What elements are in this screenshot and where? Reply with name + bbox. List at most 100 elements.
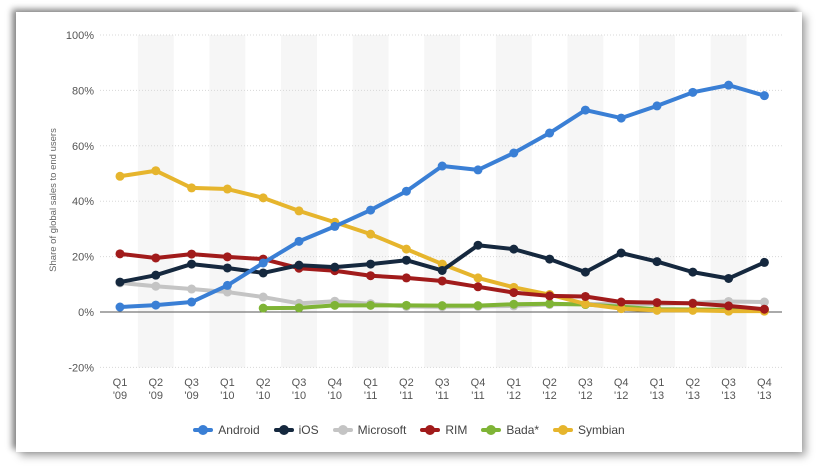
legend-item-microsoft[interactable]: Microsoft <box>332 423 406 437</box>
x-tick-label: Q3 <box>721 377 736 389</box>
data-point <box>366 259 376 269</box>
x-tick-label: '13 <box>721 390 735 402</box>
data-point <box>115 171 125 181</box>
legend-item-ios[interactable]: iOS <box>273 423 319 437</box>
data-point <box>366 229 376 239</box>
x-tick-label: '10 <box>256 390 270 402</box>
data-point <box>652 257 662 267</box>
x-tick-label: '10 <box>220 390 234 402</box>
data-point <box>616 248 626 258</box>
data-point <box>330 300 340 310</box>
legend-marker-icon <box>481 425 502 435</box>
data-point <box>688 305 698 315</box>
data-point <box>759 257 769 267</box>
x-tick-label: Q2 <box>148 377 163 389</box>
legend-marker-icon <box>193 425 214 435</box>
data-point <box>187 284 197 294</box>
x-tick-label: Q4 <box>757 377 772 389</box>
y-axis-label: Share of global sales to end users <box>48 128 59 272</box>
data-point <box>759 91 769 101</box>
legend-item-bada[interactable]: Bada* <box>481 423 539 437</box>
data-point <box>115 249 125 259</box>
data-point <box>330 262 340 272</box>
legend-label: RIM <box>445 423 468 437</box>
x-tick-label: '12 <box>578 390 592 402</box>
data-point <box>724 301 734 311</box>
x-tick-label: '13 <box>686 390 700 402</box>
x-tick-label: Q1 <box>650 377 665 389</box>
data-point <box>437 259 447 269</box>
legend-item-android[interactable]: Android <box>193 423 260 437</box>
x-tick-label: '10 <box>328 390 342 402</box>
x-tick-label: Q1 <box>363 377 378 389</box>
data-point <box>187 259 197 269</box>
x-tick-label: '11 <box>435 390 449 402</box>
legend-label: Bada* <box>506 423 540 437</box>
data-point <box>187 249 197 259</box>
x-tick-label: Q2 <box>256 377 271 389</box>
data-point <box>437 276 447 286</box>
data-point <box>616 304 626 314</box>
data-point <box>724 273 734 283</box>
data-point <box>616 113 626 123</box>
x-tick-label: '11 <box>364 390 378 402</box>
data-point <box>580 267 590 277</box>
x-tick-label: Q1 <box>220 377 235 389</box>
x-tick-label: Q2 <box>542 377 557 389</box>
data-point <box>652 305 662 315</box>
x-tick-label: Q3 <box>578 377 593 389</box>
data-point <box>509 244 519 254</box>
data-point <box>545 291 555 301</box>
data-point <box>688 87 698 97</box>
data-point <box>222 263 232 273</box>
data-point <box>580 105 590 115</box>
data-point <box>187 183 197 193</box>
y-tick-label: 60% <box>72 141 94 153</box>
legend-marker-icon <box>332 425 353 435</box>
data-point <box>401 244 411 254</box>
data-point <box>437 265 447 275</box>
data-point <box>473 273 483 283</box>
column-band <box>137 35 174 368</box>
data-point <box>187 297 197 307</box>
x-tick-label: '13 <box>757 390 771 402</box>
x-tick-label: Q3 <box>292 377 307 389</box>
x-tick-label: Q4 <box>614 377 629 389</box>
x-tick-label: Q4 <box>471 377 486 389</box>
data-point <box>222 252 232 262</box>
data-point <box>151 253 161 263</box>
data-point <box>580 291 590 301</box>
data-point <box>759 304 769 314</box>
x-tick-label: '10 <box>292 390 306 402</box>
x-tick-label: '09 <box>149 390 163 402</box>
x-tick-label: Q2 <box>399 377 414 389</box>
x-tick-label: '11 <box>400 390 414 402</box>
data-point <box>724 80 734 90</box>
legend-item-symbian[interactable]: Symbian <box>553 423 625 437</box>
x-tick-label: '09 <box>113 390 127 402</box>
data-point <box>366 271 376 281</box>
data-point <box>151 281 161 291</box>
legend-item-rim[interactable]: RIM <box>420 423 467 437</box>
x-tick-label: '13 <box>650 390 664 402</box>
x-tick-label: Q1 <box>506 377 521 389</box>
data-point <box>222 287 232 297</box>
column-band <box>639 35 675 368</box>
data-point <box>473 301 483 311</box>
data-point <box>151 300 161 310</box>
data-point <box>115 277 125 287</box>
data-point <box>473 240 483 250</box>
data-point <box>759 297 769 307</box>
x-tick-label: '09 <box>184 390 198 402</box>
data-point <box>294 260 304 270</box>
data-point <box>545 128 555 138</box>
data-point <box>509 148 519 158</box>
x-tick-label: '12 <box>542 390 556 402</box>
data-point <box>294 303 304 313</box>
x-tick-label: Q4 <box>327 377 342 389</box>
x-tick-label: Q1 <box>113 377 128 389</box>
legend-label: iOS <box>298 423 319 437</box>
data-point <box>222 184 232 194</box>
data-point <box>545 299 555 309</box>
data-point <box>473 165 483 175</box>
